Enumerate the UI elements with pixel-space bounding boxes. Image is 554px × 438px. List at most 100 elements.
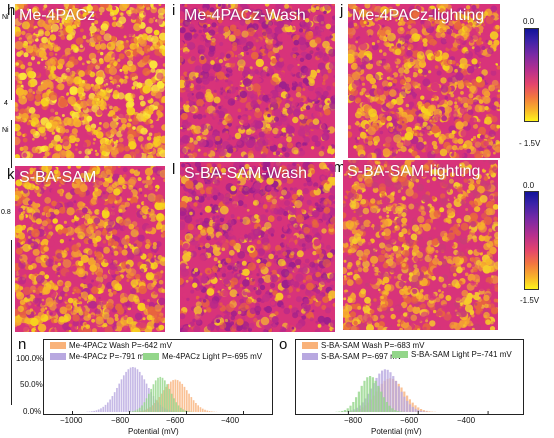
map-grain (244, 107, 248, 112)
map-grain (234, 132, 242, 139)
map-grain (57, 262, 62, 267)
map-grain (286, 142, 294, 149)
map-grain (78, 269, 84, 275)
map-grain (17, 199, 23, 205)
map-grain (458, 145, 464, 151)
map-grain (216, 71, 225, 80)
map-grain (109, 262, 118, 270)
map-grain (276, 20, 285, 29)
map-grain (125, 238, 130, 243)
map-grain (272, 235, 277, 240)
map-grain (302, 145, 308, 151)
map-grain (35, 166, 41, 169)
map-grain (454, 104, 459, 109)
map-grain (184, 130, 188, 134)
map-grain (147, 184, 153, 191)
map-grain (327, 163, 334, 170)
map-grain (376, 153, 382, 158)
map-grain (182, 19, 190, 27)
map-grain (260, 90, 264, 95)
map-grain (161, 124, 165, 131)
map-grain (94, 209, 100, 215)
map-grain (78, 310, 84, 316)
map-grain (98, 296, 101, 300)
map-grain (131, 117, 139, 125)
map-grain (87, 294, 94, 300)
map-grain (97, 71, 104, 78)
map-grain (26, 121, 31, 126)
map-grain (331, 19, 335, 25)
map-grain (278, 81, 287, 90)
map-grain (156, 132, 161, 137)
map-grain (360, 76, 365, 82)
map-grain (97, 329, 102, 332)
map-grain (31, 117, 39, 125)
map-grain (147, 79, 153, 85)
map-grain (134, 226, 139, 231)
map-grain (393, 112, 400, 119)
map-grain (102, 211, 109, 219)
map-grain (126, 122, 132, 128)
map-grain (19, 72, 27, 81)
map-grain (157, 221, 162, 227)
map-grain (88, 211, 93, 215)
map-grain (314, 37, 322, 44)
map-grain (454, 11, 463, 21)
map-grain (134, 148, 140, 154)
map-grain (308, 79, 315, 87)
map-grain (140, 127, 148, 135)
map-grain (142, 55, 150, 62)
map-grain (191, 299, 196, 303)
map-grain (395, 4, 400, 7)
map-grain (320, 31, 324, 36)
map-grain (69, 89, 75, 95)
map-grain (126, 10, 130, 14)
map-grain (65, 302, 72, 309)
map-grain (408, 106, 413, 111)
map-grain (277, 290, 281, 293)
map-grain (412, 99, 416, 103)
map-grain (15, 76, 20, 82)
map-grain (355, 144, 364, 153)
map-grain (108, 66, 118, 76)
map-grain (92, 32, 96, 36)
map-grain (455, 35, 465, 44)
map-grain (125, 94, 132, 101)
map-grain (15, 154, 20, 158)
map-grain (417, 83, 421, 87)
map-grain (99, 29, 106, 36)
map-grain (61, 9, 69, 17)
map-grain (296, 288, 300, 292)
map-grain (251, 4, 260, 9)
map-grain (353, 22, 358, 27)
map-grain (490, 70, 497, 76)
panel-letter-j: j (340, 2, 344, 19)
map-grain (254, 120, 264, 129)
map-grain (297, 63, 300, 67)
map-grain (360, 30, 369, 39)
map-grain (224, 48, 231, 55)
map-grain (53, 38, 61, 45)
map-grain (381, 80, 389, 88)
map-grain (198, 15, 207, 24)
map-grain (158, 4, 162, 6)
map-grain (322, 74, 329, 80)
map-grain (124, 75, 128, 79)
map-grain (405, 126, 413, 134)
map-title: Me-4PACz (19, 7, 96, 24)
map-grain (184, 43, 187, 47)
map-grain (16, 131, 22, 137)
map-grain (93, 242, 98, 247)
map-grain (15, 102, 19, 109)
map-grain (369, 59, 374, 65)
left-fragment-label-d: 0.8 (1, 209, 11, 216)
map-grain (414, 132, 418, 136)
map-grain (84, 131, 93, 140)
map-grain (117, 176, 125, 184)
map-grain (196, 98, 204, 107)
map-grain (361, 82, 366, 86)
map-grain (273, 108, 282, 117)
map-grain (21, 260, 24, 264)
map-grain (379, 49, 383, 53)
map-grain (79, 184, 88, 192)
